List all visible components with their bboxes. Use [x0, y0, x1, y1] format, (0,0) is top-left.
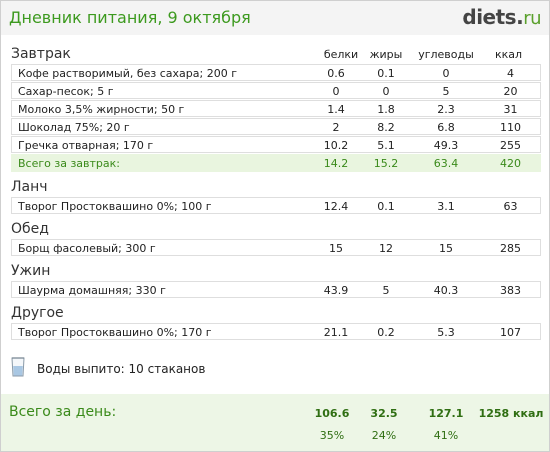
- food-name: Сахар-песок; 5 г: [11, 82, 311, 99]
- day-protein-percent: 35%: [319, 429, 345, 442]
- total-label: Всего за завтрак:: [11, 154, 311, 171]
- fat-value: 0.2: [361, 323, 411, 340]
- protein-value: 0.6: [311, 64, 361, 81]
- protein-value: 1.4: [311, 100, 361, 117]
- col-protein: белки: [323, 48, 359, 61]
- section-title-dinner: Обед: [11, 221, 49, 237]
- page-title: Дневник питания, 9 октября: [9, 8, 251, 27]
- fat-value: 12: [361, 239, 411, 256]
- section-title-breakfast: Завтрак: [11, 46, 71, 62]
- day-carbs: 127.1: [428, 407, 464, 420]
- logo-dot: .: [516, 5, 524, 29]
- carbs-value: 2.3: [411, 100, 481, 117]
- site-logo[interactable]: diets.ru: [462, 5, 541, 29]
- carbs-value: 3.1: [411, 197, 481, 214]
- fat-value: 5: [361, 281, 411, 298]
- food-name: Творог Простоквашино 0%; 100 г: [11, 197, 311, 214]
- breakfast-total-row: Всего за завтрак: 14.2 15.2 63.4 420: [11, 154, 541, 172]
- day-carbs-percent: 41%: [433, 429, 459, 442]
- day-total: Всего за день: 106.6 32.5 127.1 1258 кка…: [1, 394, 549, 451]
- table-row: Сахар-песок; 5 г 0 0 5 20: [11, 82, 541, 100]
- section-title-other: Другое: [11, 305, 64, 321]
- fat-value: 1.8: [361, 100, 411, 117]
- table-row: Гречка отварная; 170 г 10.2 5.1 49.3 255: [11, 136, 541, 154]
- protein-value: 21.1: [311, 323, 361, 340]
- kcal-value: 63: [481, 197, 541, 214]
- carbs-value: 0: [411, 64, 481, 81]
- protein-value: 12.4: [311, 197, 361, 214]
- carbs-value: 5: [411, 82, 481, 99]
- kcal-value: 4: [481, 64, 541, 81]
- logo-tld: ru: [523, 8, 541, 29]
- section-title-supper: Ужин: [11, 263, 51, 279]
- header: Дневник питания, 9 октября diets.ru: [1, 1, 549, 35]
- kcal-value: 285: [481, 239, 541, 256]
- food-name: Шаурма домашняя; 330 г: [11, 281, 311, 298]
- kcal-total: 420: [481, 154, 541, 171]
- carbs-value: 5.3: [411, 323, 481, 340]
- day-protein: 106.6: [314, 407, 350, 420]
- food-name: Борщ фасолевый; 300 г: [11, 239, 311, 256]
- logo-main: diets: [462, 5, 517, 29]
- fat-total: 15.2: [361, 154, 411, 171]
- kcal-value: 107: [481, 323, 541, 340]
- kcal-value: 31: [481, 100, 541, 117]
- carbs-value: 6.8: [411, 118, 481, 135]
- food-name: Гречка отварная; 170 г: [11, 136, 311, 153]
- carbs-value: 49.3: [411, 136, 481, 153]
- fat-value: 0.1: [361, 64, 411, 81]
- kcal-value: 255: [481, 136, 541, 153]
- protein-value: 10.2: [311, 136, 361, 153]
- kcal-value: 20: [481, 82, 541, 99]
- protein-total: 14.2: [311, 154, 361, 171]
- kcal-value: 383: [481, 281, 541, 298]
- table-row: Молоко 3,5% жирности; 50 г 1.4 1.8 2.3 3…: [11, 100, 541, 118]
- protein-value: 2: [311, 118, 361, 135]
- day-fat: 32.5: [370, 407, 398, 420]
- water-text: Воды выпито: 10 стаканов: [37, 362, 206, 376]
- carbs-value: 15: [411, 239, 481, 256]
- table-row: Шоколад 75%; 20 г 2 8.2 6.8 110: [11, 118, 541, 136]
- day-total-label: Всего за день:: [9, 404, 117, 420]
- protein-value: 0: [311, 82, 361, 99]
- col-kcal: ккал: [494, 48, 523, 61]
- water-glass-icon: [11, 357, 25, 377]
- fat-value: 0.1: [361, 197, 411, 214]
- table-row: Шаурма домашняя; 330 г 43.9 5 40.3 383: [11, 281, 541, 299]
- section-title-lunch: Ланч: [11, 179, 48, 195]
- fat-value: 5.1: [361, 136, 411, 153]
- food-name: Кофе растворимый, без сахара; 200 г: [11, 64, 311, 81]
- kcal-value: 110: [481, 118, 541, 135]
- fat-value: 8.2: [361, 118, 411, 135]
- table-row: Творог Простоквашино 0%; 100 г 12.4 0.1 …: [11, 197, 541, 215]
- carbs-value: 40.3: [411, 281, 481, 298]
- day-fat-percent: 24%: [371, 429, 397, 442]
- table-row: Кофе растворимый, без сахара; 200 г 0.6 …: [11, 64, 541, 82]
- food-name: Молоко 3,5% жирности; 50 г: [11, 100, 311, 117]
- fat-value: 0: [361, 82, 411, 99]
- food-name: Шоколад 75%; 20 г: [11, 118, 311, 135]
- food-name: Творог Простоквашино 0%; 170 г: [11, 323, 311, 340]
- protein-value: 43.9: [311, 281, 361, 298]
- col-fat: жиры: [369, 48, 403, 61]
- protein-value: 15: [311, 239, 361, 256]
- table-row: Творог Простоквашино 0%; 170 г 21.1 0.2 …: [11, 323, 541, 341]
- table-row: Борщ фасолевый; 300 г 15 12 15 285: [11, 239, 541, 257]
- day-kcal: 1258 ккал: [478, 407, 544, 420]
- carbs-total: 63.4: [411, 154, 481, 171]
- col-carbs: углеводы: [418, 48, 474, 61]
